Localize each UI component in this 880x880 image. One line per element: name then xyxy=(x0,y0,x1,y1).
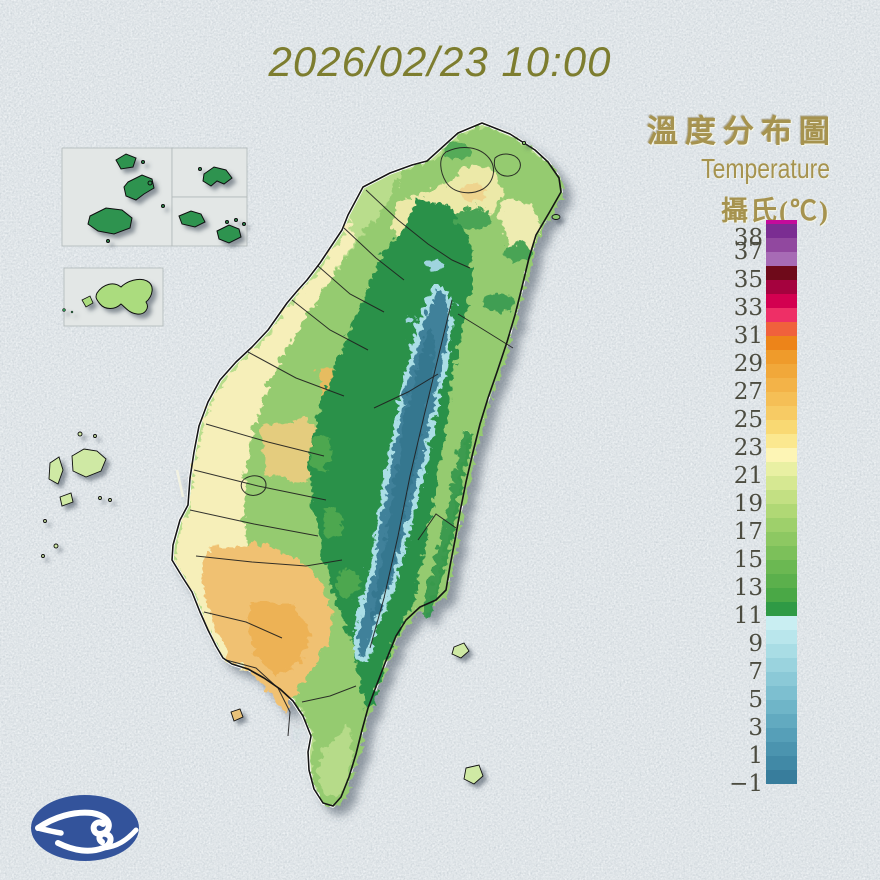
colorbar-cell xyxy=(766,434,797,448)
colorbar-tick-label: 31 xyxy=(733,323,763,349)
colorbar-cell xyxy=(766,602,797,616)
legend-unit-label: 攝氏(℃) xyxy=(721,196,830,226)
colorbar-cell xyxy=(766,266,797,280)
liuqiu-island xyxy=(230,708,244,722)
colorbar-cell xyxy=(766,406,797,420)
colorbar-cell xyxy=(766,448,797,462)
colorbar-cell xyxy=(766,546,797,560)
orchid-island xyxy=(463,764,484,785)
colorbar-cell xyxy=(766,350,797,364)
offshore-islets xyxy=(230,140,561,785)
colorbar-cell xyxy=(766,532,797,546)
green-island xyxy=(451,642,470,659)
cwb-logo-icon xyxy=(31,795,139,861)
colorbar-cell xyxy=(766,392,797,406)
colorbar-cell xyxy=(766,504,797,518)
colorbar-cell xyxy=(766,588,797,602)
colorbar-cell xyxy=(766,462,797,476)
colorbar-cell xyxy=(766,518,797,532)
matsu-islands xyxy=(87,153,246,244)
sandbar xyxy=(175,469,185,498)
colorbar-cell xyxy=(766,336,797,350)
colorbar-cell xyxy=(766,308,797,322)
colorbar-tick-label: 25 xyxy=(733,407,763,433)
colorbar-cell xyxy=(766,630,797,644)
colorbar-cell xyxy=(766,728,797,742)
legend-title-zh: 溫度分布圖 xyxy=(647,114,837,149)
colorbar-cell xyxy=(766,294,797,308)
colorbar-cell xyxy=(766,644,797,658)
colorbar-cell xyxy=(766,280,797,294)
colorbar-cell xyxy=(766,238,797,252)
keelung-islet xyxy=(521,140,527,146)
colorbar-cell xyxy=(766,714,797,728)
colorbar-cell xyxy=(766,756,797,770)
penghu-islands xyxy=(41,431,112,558)
colorbar-tick-label: 11 xyxy=(733,603,763,629)
colorbar-tick-label: 19 xyxy=(733,491,763,517)
colorbar-cell xyxy=(766,686,797,700)
taiwan-outline-stroke xyxy=(171,122,562,807)
colorbar-cell xyxy=(766,220,797,224)
colorbar-tick-label: 29 xyxy=(733,351,763,377)
colorbar-tick-label: 7 xyxy=(748,659,763,685)
colorbar-cell xyxy=(766,658,797,672)
colorbar-cell xyxy=(766,770,797,784)
colorbar-cell xyxy=(766,560,797,574)
colorbar-tick-label: 21 xyxy=(733,463,763,489)
matsu-inset xyxy=(61,147,248,247)
colorbar-cell xyxy=(766,476,797,490)
colorbar-tick-label: 17 xyxy=(733,519,763,545)
temperature-zones xyxy=(172,123,561,806)
colorbar-tick-label: 35 xyxy=(733,267,763,293)
colorbar-cell xyxy=(766,742,797,756)
colorbar-cell xyxy=(766,574,797,588)
colorbar-cell xyxy=(766,364,797,378)
legend-title-block: 溫度分布圖 Temperature 攝氏(℃) xyxy=(647,106,830,228)
colorbar-cell xyxy=(766,490,797,504)
colorbar-cell xyxy=(766,322,797,336)
colorbar-cell xyxy=(766,420,797,434)
colorbar-cell xyxy=(766,224,797,238)
colorbar-cell xyxy=(766,700,797,714)
colorbar-tick-label: 3 xyxy=(748,715,763,741)
colorbar-tick-label: 37 xyxy=(733,239,763,265)
colorbar-cell xyxy=(766,672,797,686)
county-boundaries xyxy=(189,146,521,737)
datetime-title: 2026/02/23 10:00 xyxy=(268,38,612,85)
colorbar-tick-label: 15 xyxy=(733,547,763,573)
colorbar-cell xyxy=(766,616,797,630)
colorbar-tick-label: 27 xyxy=(733,379,763,405)
kinmen-island xyxy=(62,278,153,315)
colorbar-tick-label: 1 xyxy=(748,743,763,769)
colorbar-tick-label: −1 xyxy=(729,771,763,797)
colorbar-tick-label: 5 xyxy=(748,687,763,713)
kinmen-inset xyxy=(62,267,164,327)
colorbar-tick-label: 38 xyxy=(733,225,763,251)
colorbar-tick-label: 9 xyxy=(748,631,763,657)
colorbar-cells xyxy=(766,220,797,784)
colorbar-tick-label: 33 xyxy=(733,295,763,321)
colorbar-tick-label: 13 xyxy=(733,575,763,601)
colorbar-cell xyxy=(766,252,797,266)
legend-title-en: Temperature xyxy=(701,153,830,184)
taiwan-island xyxy=(170,121,563,808)
colorbar-cell xyxy=(766,378,797,392)
turtle-island xyxy=(551,214,561,220)
colorbar-tick-label: 23 xyxy=(733,435,763,461)
